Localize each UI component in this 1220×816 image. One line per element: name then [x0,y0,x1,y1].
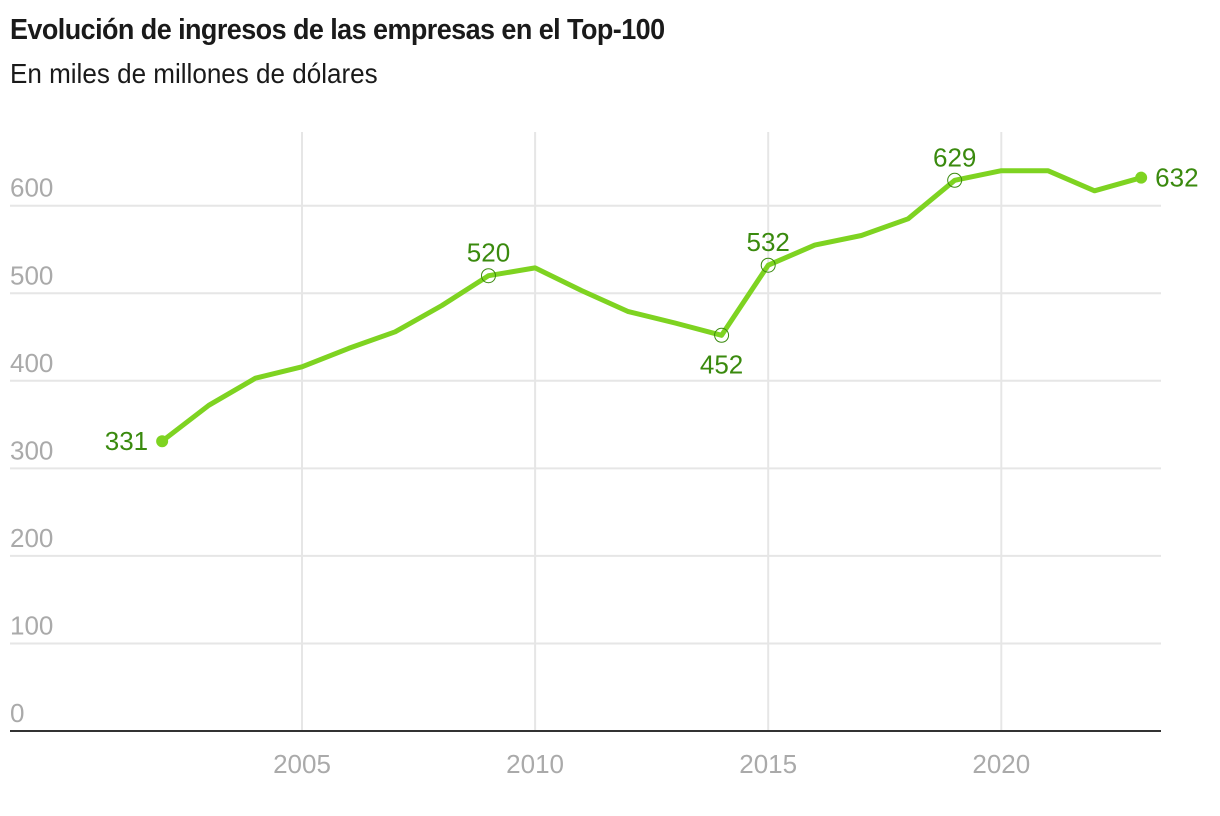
series-line [159,168,1144,444]
data-label: 452 [700,349,743,379]
y-tick-label: 500 [10,260,53,290]
y-tick-label: 200 [10,523,53,553]
chart-title: Evolución de ingresos de las empresas en… [10,14,665,46]
data-point-marker [1135,171,1148,184]
data-point-marker [947,172,963,188]
y-tick-label: 100 [10,610,53,640]
x-tick-label: 2005 [273,749,331,779]
data-label: 532 [747,227,790,257]
data-label: 331 [105,426,148,456]
y-gridlines [10,204,1161,645]
data-point-marker [480,268,496,284]
x-axis-ticks: 2005 2010 2015 2020 [273,749,1030,779]
data-label: 629 [933,142,976,172]
y-tick-label: 0 [10,698,24,728]
x-tick-label: 2010 [506,749,564,779]
chart-subtitle: En miles de millones de dólares [10,58,378,89]
y-tick-label: 400 [10,348,53,378]
series-ingresos [159,168,1144,444]
data-annotations: 331 520 452 532 629 632 [105,142,1199,456]
y-axis-ticks: 0 100 200 300 400 500 600 [10,173,53,728]
y-tick-label: 600 [10,173,53,203]
data-point-marker [156,435,169,448]
data-point-marker [760,257,776,273]
x-tick-label: 2020 [972,749,1030,779]
data-point-marker [714,327,730,343]
data-label: 520 [467,238,510,268]
x-gridlines [301,132,1003,731]
x-tick-label: 2015 [739,749,797,779]
y-tick-label: 300 [10,435,53,465]
data-label: 632 [1155,163,1198,193]
